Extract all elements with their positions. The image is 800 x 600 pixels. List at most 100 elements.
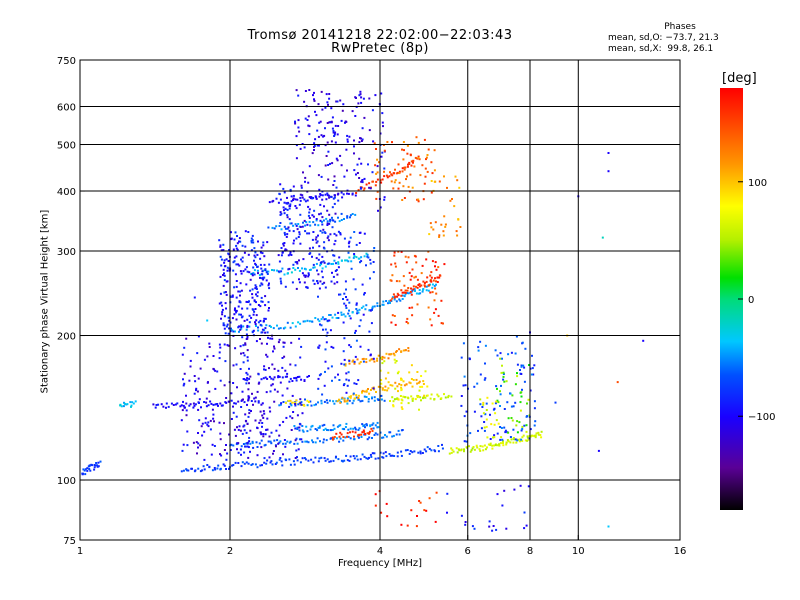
data-point xyxy=(260,342,263,345)
data-point xyxy=(337,216,339,219)
data-point xyxy=(317,426,320,429)
data-point xyxy=(420,284,423,287)
data-point xyxy=(377,426,380,429)
data-point xyxy=(407,163,409,166)
data-point xyxy=(388,453,391,455)
data-point xyxy=(440,299,443,302)
data-point xyxy=(323,281,326,284)
data-point xyxy=(219,346,222,349)
data-point xyxy=(289,251,292,254)
data-point xyxy=(369,187,372,190)
data-point xyxy=(212,403,215,406)
data-point xyxy=(235,244,238,247)
data-point xyxy=(395,350,398,352)
data-point xyxy=(197,335,200,338)
data-point xyxy=(248,367,250,370)
data-point xyxy=(239,368,242,370)
data-point xyxy=(398,298,401,301)
data-point xyxy=(339,401,342,404)
data-point xyxy=(230,231,232,234)
data-point xyxy=(329,233,332,236)
data-point xyxy=(358,433,361,436)
data-point xyxy=(494,412,497,415)
data-point xyxy=(299,196,302,199)
data-point xyxy=(268,367,270,370)
data-point xyxy=(373,247,376,249)
data-point xyxy=(393,398,396,401)
data-point xyxy=(306,223,309,226)
data-point xyxy=(294,120,296,123)
data-point xyxy=(228,249,231,252)
data-point xyxy=(212,355,215,357)
data-point xyxy=(334,376,337,379)
data-point xyxy=(358,257,361,260)
data-point xyxy=(352,399,355,402)
scatter-points xyxy=(81,89,645,532)
data-point xyxy=(277,254,280,257)
data-point xyxy=(260,296,263,299)
data-point xyxy=(290,222,293,225)
data-point xyxy=(326,401,329,404)
x-axis-label: Frequency [MHz] xyxy=(337,558,423,569)
data-point xyxy=(490,423,493,426)
data-point xyxy=(384,385,387,388)
data-point xyxy=(288,405,291,408)
data-point xyxy=(393,251,396,254)
data-point xyxy=(398,433,401,436)
data-point xyxy=(313,149,315,151)
data-point xyxy=(499,357,502,360)
data-point xyxy=(193,375,196,377)
data-point xyxy=(259,251,262,254)
data-point xyxy=(221,404,224,407)
data-point xyxy=(188,404,191,407)
data-point xyxy=(219,467,222,470)
data-point xyxy=(333,427,336,430)
data-point xyxy=(336,400,339,403)
data-point xyxy=(397,429,400,432)
data-point xyxy=(509,441,512,444)
data-point xyxy=(201,469,204,472)
data-point xyxy=(227,332,230,335)
data-point xyxy=(321,267,324,270)
data-point xyxy=(328,97,331,100)
data-point xyxy=(267,309,270,312)
data-point xyxy=(458,186,461,189)
data-point xyxy=(292,267,295,269)
data-point xyxy=(412,288,415,291)
data-point xyxy=(318,121,321,124)
data-point xyxy=(407,322,410,325)
data-point xyxy=(539,434,542,436)
data-point xyxy=(255,286,258,288)
data-point xyxy=(392,352,395,355)
data-point xyxy=(416,278,419,281)
data-point xyxy=(189,403,192,406)
data-point xyxy=(288,218,291,221)
data-point xyxy=(316,240,319,243)
data-point xyxy=(333,180,336,182)
data-point xyxy=(262,244,265,247)
data-point xyxy=(502,444,505,447)
data-point xyxy=(382,436,385,439)
data-point xyxy=(314,223,317,226)
data-point xyxy=(504,429,507,432)
data-point xyxy=(331,379,333,382)
data-point xyxy=(456,179,459,182)
data-point xyxy=(388,175,391,178)
data-point xyxy=(376,302,379,305)
data-point xyxy=(257,321,260,324)
data-point xyxy=(341,396,344,399)
data-point xyxy=(311,214,314,217)
data-point xyxy=(183,346,186,349)
data-point xyxy=(222,324,225,327)
data-point xyxy=(401,148,403,151)
data-point xyxy=(316,282,319,285)
data-point xyxy=(183,382,186,385)
data-point xyxy=(473,448,476,451)
data-point xyxy=(288,229,291,232)
data-point xyxy=(373,434,376,436)
data-point xyxy=(285,459,288,462)
data-point xyxy=(401,294,404,297)
data-point xyxy=(365,252,368,255)
data-point xyxy=(486,436,489,439)
data-point xyxy=(343,292,346,295)
